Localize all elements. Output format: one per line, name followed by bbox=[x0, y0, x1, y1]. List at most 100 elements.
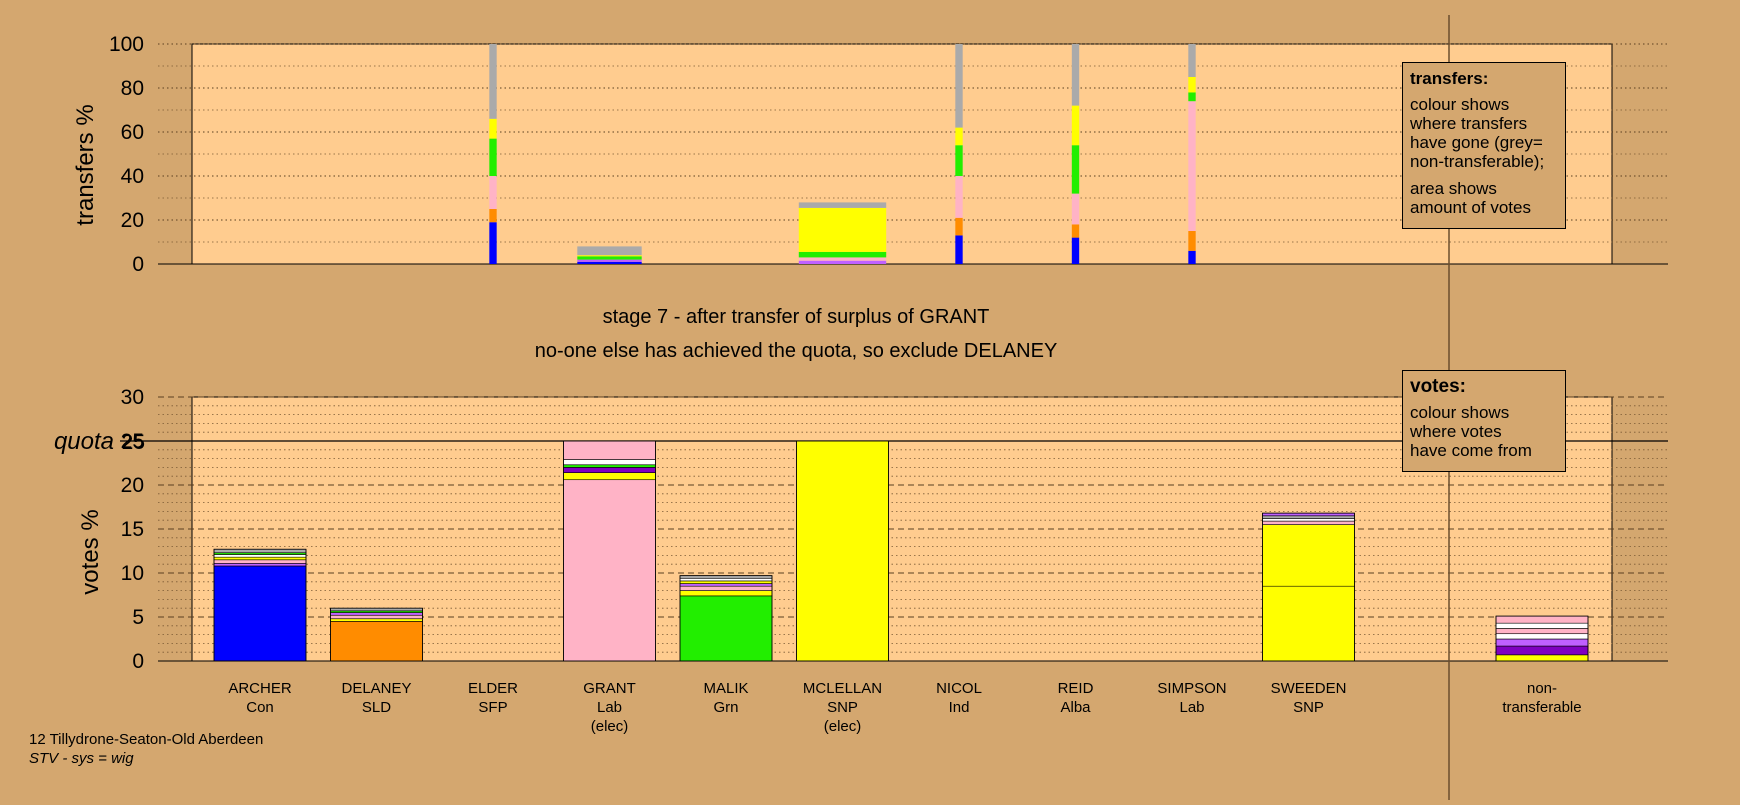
transfer-segment-sld bbox=[1071, 224, 1080, 238]
transfer-segment-sld bbox=[489, 209, 497, 223]
candidate-name: REID bbox=[1058, 680, 1094, 697]
transfer-segment-lab bbox=[798, 257, 887, 261]
y-tick-label: 20 bbox=[121, 209, 144, 232]
transfers-legend-line: have gone (grey= bbox=[1410, 133, 1543, 152]
vote-segment-snp bbox=[1262, 524, 1355, 587]
transfer-segment-grn bbox=[1071, 145, 1080, 194]
y-tick-label: 40 bbox=[121, 165, 144, 188]
vote-segment-ind bbox=[213, 554, 307, 558]
transfer-segment-snp bbox=[955, 127, 963, 146]
candidate-labels: ARCHER Con DELANEY SLD ELDER SFP GRANT Lab (elec… bbox=[228, 680, 1581, 735]
transfer-segment-con bbox=[577, 261, 642, 264]
transfer-segment-snp bbox=[577, 255, 642, 257]
vote-segment-grn bbox=[679, 595, 773, 662]
transfer-segment-grn bbox=[577, 256, 642, 260]
candidate-name: ELDER bbox=[468, 680, 518, 697]
transfer-segment-sfp bbox=[577, 259, 642, 262]
vote-stack-outline bbox=[330, 607, 423, 662]
candidate-party: SNP bbox=[1293, 699, 1324, 716]
vote-segment-alba bbox=[563, 467, 656, 473]
transfer-segment-sld bbox=[955, 217, 963, 236]
votes-y-axis-label: votes % bbox=[77, 509, 104, 594]
vote-segment-lab bbox=[563, 479, 656, 662]
transfers-legend-line: colour shows bbox=[1410, 95, 1510, 114]
transfer-segment-lab bbox=[955, 176, 963, 218]
votes-legend-line: have come from bbox=[1410, 441, 1532, 460]
transfers-grid bbox=[158, 43, 1668, 265]
y-tick-label: 80 bbox=[121, 77, 144, 100]
transfer-segment-lab bbox=[1188, 101, 1196, 231]
vote-stack-outline bbox=[563, 440, 656, 662]
transfers-bars bbox=[489, 44, 1196, 264]
vote-segment-lab bbox=[213, 559, 307, 564]
transfer-segment-con bbox=[1071, 237, 1080, 264]
candidate-elected: (elec) bbox=[591, 718, 629, 735]
vote-segment-sld bbox=[330, 621, 423, 662]
candidate-party: Ind bbox=[949, 699, 970, 716]
transfer-segment-grn bbox=[489, 138, 497, 176]
vote-segment-sfp bbox=[1495, 638, 1589, 647]
vote-segment-ind bbox=[679, 577, 773, 582]
transfer-segment-con bbox=[955, 235, 963, 264]
stage-title: stage 7 - after transfer of surplus of G… bbox=[603, 306, 990, 328]
vote-segment-sfp bbox=[330, 612, 423, 616]
vote-stack-outline bbox=[213, 548, 307, 662]
candidate-name: ARCHER bbox=[228, 680, 292, 697]
candidate-name: non- bbox=[1527, 680, 1557, 697]
y-tick-label: 60 bbox=[121, 121, 144, 144]
vote-segment-lab bbox=[563, 440, 656, 460]
transfers-legend-line: amount of votes bbox=[1410, 198, 1531, 217]
votes-legend-title: votes: bbox=[1410, 376, 1466, 397]
candidate-party: Lab bbox=[1179, 699, 1204, 716]
transfer-segment-grn bbox=[955, 145, 963, 176]
candidate-elected: (elec) bbox=[824, 718, 862, 735]
y-tick-label: 20 bbox=[121, 474, 144, 497]
vote-segment-ind bbox=[1262, 518, 1355, 522]
y-tick-label: 100 bbox=[109, 33, 144, 56]
votes-legend: votes: colour shows where votes have com… bbox=[1402, 370, 1566, 472]
candidate-party: Con bbox=[246, 699, 274, 716]
transfer-segment-grn bbox=[1188, 92, 1196, 102]
vote-stack-outline bbox=[679, 575, 773, 662]
vote-segment-snp bbox=[1262, 585, 1355, 662]
vote-segment-sfp bbox=[679, 583, 773, 587]
vote-segment-con bbox=[213, 565, 307, 662]
vote-segment-snp bbox=[679, 580, 773, 584]
candidate-name: MALIK bbox=[703, 680, 748, 697]
quota-label: quota bbox=[54, 428, 114, 455]
candidate-party: Alba bbox=[1060, 699, 1091, 716]
transfer-segment-nontransferable bbox=[955, 44, 963, 128]
vote-segment-nontransferable bbox=[1262, 515, 1355, 519]
y-tick-label: 0 bbox=[132, 253, 144, 276]
transfers-legend-line: where transfers bbox=[1410, 114, 1528, 133]
transfers-y-axis: 0 20 40 60 80 100 bbox=[109, 33, 144, 276]
vote-segment-lab bbox=[1495, 615, 1589, 624]
transfers-legend-title: transfers: bbox=[1410, 69, 1489, 88]
transfer-segment-lab bbox=[1071, 193, 1080, 225]
voting-system: STV - sys = wig bbox=[29, 750, 134, 767]
transfers-legend-line: non-transferable); bbox=[1410, 152, 1545, 171]
transfer-segment-snp bbox=[1188, 77, 1196, 93]
quota-tick-label: 25 bbox=[122, 431, 145, 454]
transfer-segment-snp bbox=[1071, 105, 1080, 146]
vote-segment-snp bbox=[213, 556, 307, 561]
transfer-segment-nontransferable bbox=[1071, 44, 1080, 106]
candidate-name: SIMPSON bbox=[1157, 680, 1226, 697]
vote-stack-outline bbox=[1262, 512, 1355, 662]
vote-segment-lab bbox=[679, 585, 773, 591]
candidate-party: SLD bbox=[362, 699, 391, 716]
vote-segment-grn bbox=[563, 464, 656, 468]
candidate-name: MCLELLAN bbox=[803, 680, 882, 697]
transfers-legend-line: area shows bbox=[1410, 179, 1497, 198]
votes-legend-line: colour shows bbox=[1410, 403, 1510, 422]
transfer-segment-con bbox=[1188, 250, 1196, 264]
vote-segment-nontransferable bbox=[213, 548, 307, 554]
transfer-segment-nontransferable bbox=[489, 44, 497, 119]
transfer-segment-nontransferable bbox=[798, 202, 887, 208]
candidate-name: DELANEY bbox=[341, 680, 411, 697]
transfers-y-axis-label: transfers % bbox=[72, 104, 99, 225]
vote-segment-snp bbox=[679, 590, 773, 597]
